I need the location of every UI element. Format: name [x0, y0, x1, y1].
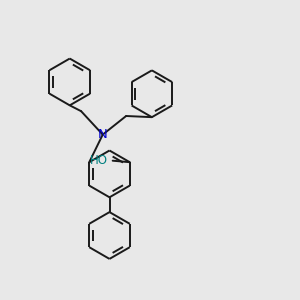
Text: N: N [98, 128, 108, 141]
Text: HO: HO [90, 154, 108, 167]
